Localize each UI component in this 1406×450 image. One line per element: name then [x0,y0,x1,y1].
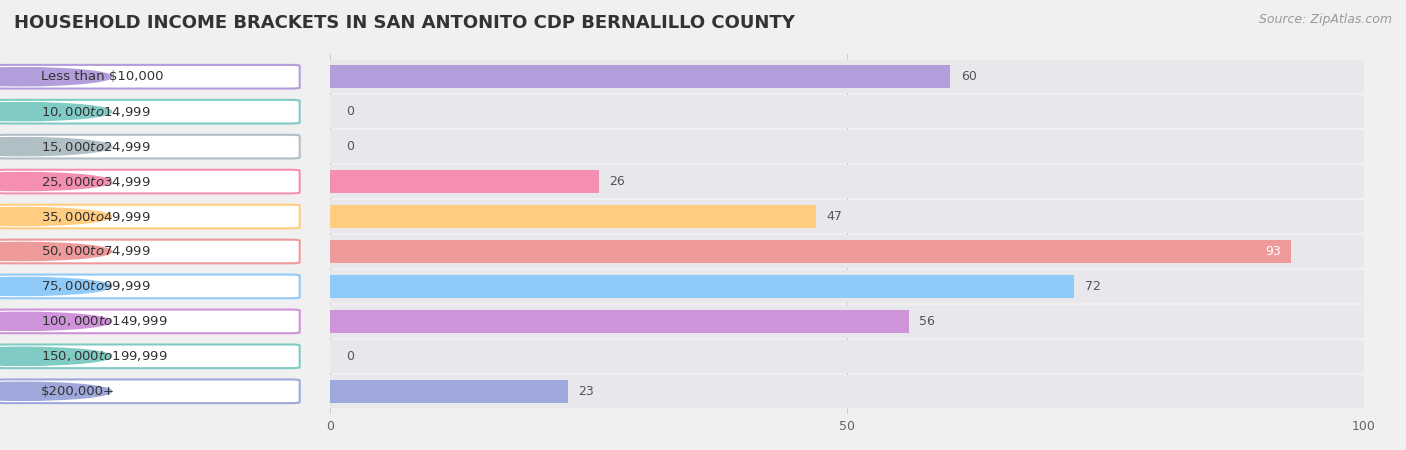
FancyBboxPatch shape [0,274,299,298]
Text: $100,000 to $149,999: $100,000 to $149,999 [41,315,167,328]
Text: $10,000 to $14,999: $10,000 to $14,999 [41,105,150,119]
Text: 26: 26 [609,175,626,188]
FancyBboxPatch shape [0,310,299,333]
Text: 0: 0 [346,140,354,153]
Bar [330,375,1364,408]
Text: $150,000 to $199,999: $150,000 to $199,999 [41,349,167,363]
Circle shape [0,243,111,261]
Bar [330,270,1364,303]
FancyBboxPatch shape [0,100,299,123]
FancyBboxPatch shape [0,205,299,228]
FancyBboxPatch shape [0,379,299,403]
Bar [330,275,1074,298]
Bar [330,380,568,403]
Bar [330,310,910,333]
Text: Less than $10,000: Less than $10,000 [41,70,165,83]
Text: 0: 0 [346,350,354,363]
Bar [330,200,1364,233]
Text: 93: 93 [1265,245,1281,258]
Circle shape [0,138,111,156]
Text: 60: 60 [960,70,977,83]
Bar [330,305,1364,338]
Circle shape [0,347,111,365]
FancyBboxPatch shape [0,170,299,194]
Text: 47: 47 [827,210,842,223]
Bar [330,60,1364,93]
Bar [330,240,1292,263]
Bar [330,65,950,88]
Circle shape [0,103,111,121]
Circle shape [0,277,111,296]
FancyBboxPatch shape [0,65,299,89]
Circle shape [0,312,111,330]
Text: $15,000 to $24,999: $15,000 to $24,999 [41,140,150,153]
Text: HOUSEHOLD INCOME BRACKETS IN SAN ANTONITO CDP BERNALILLO COUNTY: HOUSEHOLD INCOME BRACKETS IN SAN ANTONIT… [14,14,794,32]
Bar [330,95,1364,128]
Text: $50,000 to $74,999: $50,000 to $74,999 [41,244,150,258]
Text: $75,000 to $99,999: $75,000 to $99,999 [41,279,150,293]
Circle shape [0,207,111,225]
Text: 23: 23 [578,385,595,398]
Text: $35,000 to $49,999: $35,000 to $49,999 [41,210,150,224]
Text: Source: ZipAtlas.com: Source: ZipAtlas.com [1258,14,1392,27]
FancyBboxPatch shape [0,135,299,158]
Circle shape [0,382,111,400]
Bar [330,165,1364,198]
Text: $25,000 to $34,999: $25,000 to $34,999 [41,175,150,189]
Bar [330,130,1364,163]
Text: $200,000+: $200,000+ [41,385,115,398]
Text: 56: 56 [920,315,935,328]
Bar [330,340,1364,373]
Circle shape [0,172,111,191]
Circle shape [0,68,111,86]
Text: 0: 0 [346,105,354,118]
Text: 72: 72 [1085,280,1101,293]
Bar [330,235,1364,268]
FancyBboxPatch shape [0,240,299,263]
Bar [330,170,599,193]
Bar [330,205,815,228]
FancyBboxPatch shape [0,345,299,368]
